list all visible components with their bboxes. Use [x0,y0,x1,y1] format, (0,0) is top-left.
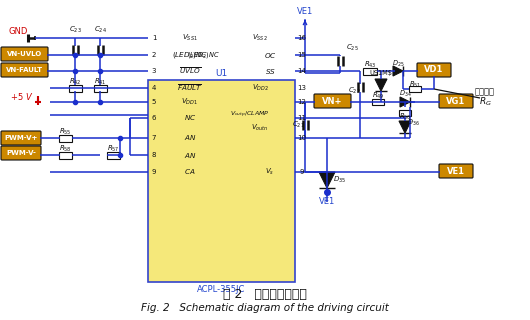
Text: $V_{DD1}$: $V_{DD1}$ [181,97,199,107]
Text: $V_{DD2}$: $V_{DD2}$ [252,83,269,93]
Text: $+5\ V$: $+5\ V$ [11,91,33,101]
Text: 14: 14 [297,68,306,74]
Text: $C_{22}$: $C_{22}$ [348,86,360,96]
Text: 13: 13 [297,85,306,91]
Text: VN-UVLO: VN-UVLO [7,51,42,57]
Text: 5: 5 [152,99,156,105]
Text: 1: 1 [152,35,156,41]
Text: $(LED_2)NC$: $(LED_2)NC$ [187,50,219,60]
Text: 16: 16 [297,35,306,41]
Text: $\overline{FAULT}$: $\overline{FAULT}$ [178,83,202,93]
FancyBboxPatch shape [148,80,295,282]
Text: $R_{51}$: $R_{51}$ [409,80,421,90]
Text: $AN$: $AN$ [184,133,196,142]
Text: $SS$: $SS$ [264,67,276,76]
Text: 2: 2 [152,52,156,58]
Text: 15: 15 [297,52,306,58]
Bar [409,86,421,92]
Text: 8: 8 [152,152,156,158]
Text: GND: GND [8,27,28,36]
Text: US1M$: US1M$ [369,70,392,76]
Text: $V_s$: $V_s$ [266,167,275,177]
Text: 图 2   驱动电路原理图: 图 2 驱动电路原理图 [223,287,307,300]
Text: $AN$: $AN$ [184,150,196,159]
Text: VE1: VE1 [297,7,313,17]
Text: VN-FAULT: VN-FAULT [6,67,43,73]
Text: VE1: VE1 [447,166,465,175]
Text: 9: 9 [300,169,304,175]
Bar [363,68,377,75]
Text: $D_{34}$: $D_{34}$ [399,89,411,99]
Text: $V_{outp}/CLAMP$: $V_{outp}/CLAMP$ [230,110,270,120]
Bar [58,134,72,141]
Text: $D_{25}$: $D_{25}$ [392,59,404,69]
FancyBboxPatch shape [1,47,48,61]
Bar [107,151,119,158]
Text: $R_{41}$: $R_{41}$ [94,77,107,87]
Text: $NC$: $NC$ [184,114,196,123]
Text: 9: 9 [152,169,156,175]
Text: VE1: VE1 [319,197,335,206]
FancyBboxPatch shape [439,164,473,178]
Text: $R_{43}$: $R_{43}$ [364,60,376,70]
Text: $R_{50}$: $R_{50}$ [399,112,411,122]
Bar [372,99,384,105]
Text: $OC$: $OC$ [263,51,276,60]
Text: 4: 4 [152,85,156,91]
Text: $R_{55}$: $R_{55}$ [59,127,72,137]
Text: $R_{49}$: $R_{49}$ [372,91,384,101]
Text: $C_{25}$: $C_{25}$ [346,43,358,53]
FancyBboxPatch shape [1,131,41,145]
Text: VG1: VG1 [446,97,466,106]
Text: PWM-V+: PWM-V+ [4,135,38,141]
Text: $C_{21}$: $C_{21}$ [292,120,304,130]
Bar [399,110,411,116]
Bar [93,84,107,92]
Text: $V_{outn}$: $V_{outn}$ [251,123,269,133]
Text: Fig. 2   Schematic diagram of the driving circuit: Fig. 2 Schematic diagram of the driving … [141,303,389,313]
Polygon shape [319,172,335,188]
Text: $V_{SS1}$: $V_{SS1}$ [182,33,198,43]
FancyBboxPatch shape [1,146,41,160]
Text: $D_{36}$: $D_{36}$ [407,118,419,128]
Text: 12: 12 [297,99,306,105]
Bar [68,84,82,92]
Text: U1: U1 [215,68,227,77]
Text: VN+: VN+ [322,97,343,106]
FancyBboxPatch shape [314,94,351,108]
Polygon shape [399,121,411,133]
Text: $R_{58}$: $R_{58}$ [59,144,72,154]
Polygon shape [400,97,410,107]
Text: $R_{57}$: $R_{57}$ [107,144,119,154]
Text: $CA$: $CA$ [184,167,196,177]
Text: PWM-V-: PWM-V- [6,150,36,156]
Text: ACPL-355JC: ACPL-355JC [197,284,246,293]
Text: 7: 7 [152,135,156,141]
FancyBboxPatch shape [417,63,451,77]
Text: $\overline{UVLO}$: $\overline{UVLO}$ [179,66,201,76]
FancyBboxPatch shape [1,63,48,77]
Text: 11: 11 [297,115,306,121]
Polygon shape [393,66,403,76]
Text: $C_{24}$: $C_{24}$ [94,25,107,35]
Text: 3: 3 [152,68,156,74]
Text: $(LED_2)NC$: $(LED_2)NC$ [172,50,208,60]
Text: VD1: VD1 [425,66,444,75]
Text: $V_{SS2}$: $V_{SS2}$ [252,33,268,43]
Text: 驱动电阻: 驱动电阻 [475,87,495,97]
Text: $R_{42}$: $R_{42}$ [69,77,81,87]
Text: 10: 10 [297,135,306,141]
FancyBboxPatch shape [439,94,473,108]
Bar [58,151,72,158]
Text: 6: 6 [152,115,156,121]
Text: $R_G$: $R_G$ [479,96,491,108]
Text: $D_{35}$: $D_{35}$ [333,175,347,185]
Text: $C_{23}$: $C_{23}$ [69,25,82,35]
Polygon shape [375,79,387,91]
